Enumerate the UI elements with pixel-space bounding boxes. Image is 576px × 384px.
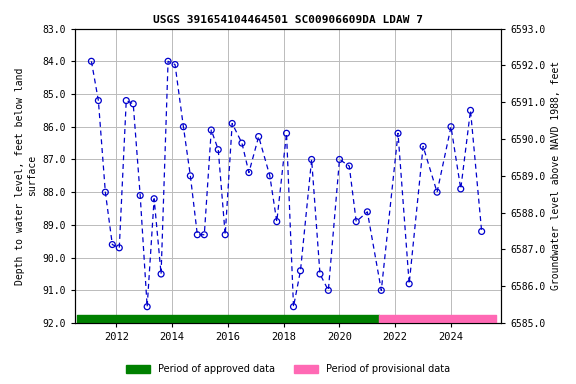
Point [214,147,223,153]
Point [135,192,145,199]
Point [335,156,344,162]
Point [433,189,442,195]
Point [221,232,230,238]
Point [344,163,354,169]
Point [456,186,465,192]
Point [272,218,282,225]
Point [351,218,361,225]
Point [237,140,247,146]
Point [108,242,117,248]
Point [289,304,298,310]
Point [363,209,372,215]
Point [142,304,151,310]
Point [179,124,188,130]
Point [87,58,96,65]
Point [419,143,428,149]
Point [446,124,456,130]
Y-axis label: Depth to water level, feet below land
surface: Depth to water level, feet below land su… [15,67,37,285]
Point [404,281,414,287]
Point [164,58,173,65]
Legend: Period of approved data, Period of provisional data: Period of approved data, Period of provi… [121,359,455,379]
Title: USGS 391654104464501 SC00906609DA LDAW 7: USGS 391654104464501 SC00906609DA LDAW 7 [153,15,423,25]
Y-axis label: Groundwater level above NAVD 1988, feet: Groundwater level above NAVD 1988, feet [551,61,561,290]
Point [324,287,333,293]
Point [128,101,138,107]
Point [228,121,237,127]
Point [115,245,124,251]
Point [265,173,274,179]
Point [254,134,263,140]
Point [193,232,202,238]
Point [207,127,216,133]
Point [466,107,475,113]
Point [122,98,131,104]
Point [316,271,325,277]
Point [296,268,305,274]
Point [170,61,180,68]
Point [157,271,166,277]
Point [200,232,209,238]
Point [282,130,291,136]
Point [477,228,486,235]
Point [307,156,316,162]
Point [393,130,403,136]
Point [244,169,253,175]
Point [94,98,103,104]
Point [101,189,110,195]
Point [150,196,159,202]
Point [185,173,195,179]
Point [377,287,386,293]
